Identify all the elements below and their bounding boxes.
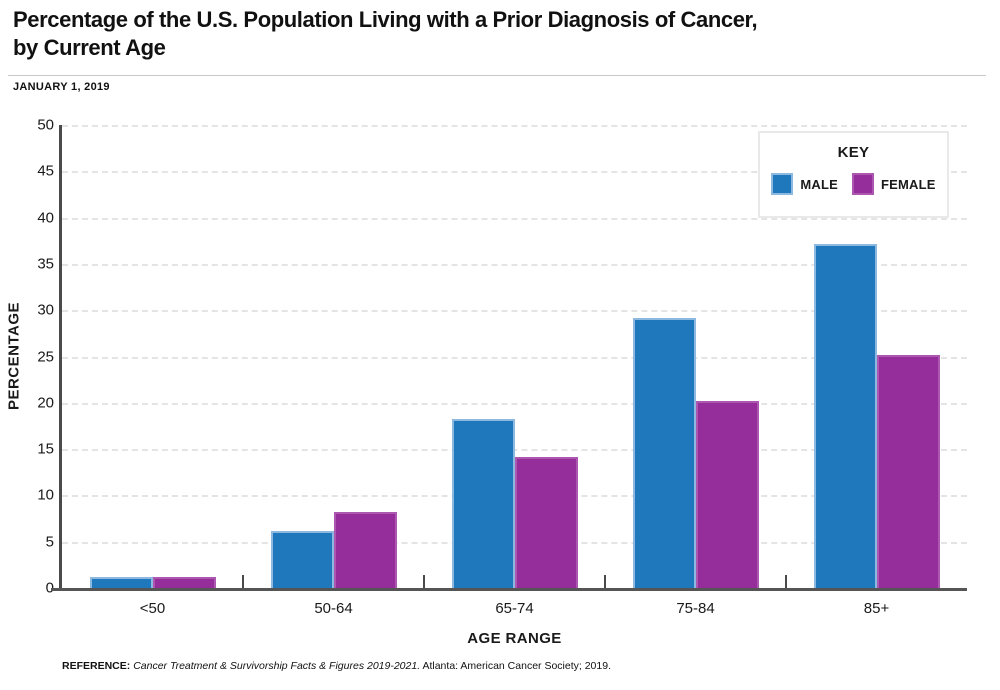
y-tick-label-30: 30 <box>37 301 54 319</box>
y-axis-line <box>59 125 62 591</box>
y-tick-label-25: 25 <box>37 348 54 365</box>
legend-item-male: MALE <box>771 173 838 195</box>
bar-female-50-64 <box>333 512 397 588</box>
chart-title-line2: by Current Age <box>13 35 166 60</box>
x-category-label-75-84: 75-84 <box>676 600 715 617</box>
chart-title: Percentage of the U.S. Population Living… <box>13 6 973 62</box>
x-axis-tick-2 <box>423 575 425 588</box>
chart-title-line1: Percentage of the U.S. Population Living… <box>13 7 758 32</box>
reference-label: REFERENCE: <box>62 660 131 672</box>
legend-box: KEY MALE FEMALE <box>758 131 949 218</box>
bar-male-<50 <box>89 576 153 588</box>
y-tick-label-40: 40 <box>37 209 54 227</box>
bar-group-85+ <box>786 125 967 588</box>
x-axis-tick-1 <box>242 575 244 588</box>
bar-male-75-84 <box>632 317 696 588</box>
y-tick-label-0: 0 <box>45 579 54 597</box>
chart-subtitle-date: JANUARY 1, 2019 <box>13 81 110 93</box>
gridline-25 <box>62 356 967 359</box>
legend-label-female: FEMALE <box>880 176 936 192</box>
x-axis-title: AGE RANGE <box>467 630 562 647</box>
y-tick-label-20: 20 <box>37 394 54 412</box>
x-category-label-<50: <50 <box>139 600 166 617</box>
x-axis-line <box>51 588 967 591</box>
gridline-15 <box>62 449 967 452</box>
y-tick-label-45: 45 <box>37 162 54 180</box>
bar-male-50-64 <box>270 530 334 588</box>
x-axis-tick-3 <box>604 575 606 588</box>
gridline-45 <box>62 171 967 174</box>
bar-female-75-84 <box>695 400 759 588</box>
legend-label-male: MALE <box>800 176 838 192</box>
bar-female-85+ <box>876 354 940 588</box>
bar-male-65-74 <box>451 419 515 588</box>
bar-group-50-64 <box>243 125 424 588</box>
legend-swatch-female <box>851 173 874 195</box>
legend-items: MALE FEMALE <box>760 173 947 195</box>
bar-group-<50 <box>62 125 243 588</box>
y-tick-label-50: 50 <box>37 116 54 134</box>
y-tick-label-5: 5 <box>45 533 54 551</box>
gridline-20 <box>62 402 967 405</box>
bar-group-65-74 <box>424 125 605 588</box>
reference-source-italic: Cancer Treatment & Survivorship Facts & … <box>133 660 421 672</box>
bar-group-75-84 <box>605 125 786 588</box>
legend-swatch-male <box>771 173 794 195</box>
y-tick-label-10: 10 <box>37 486 54 504</box>
gridline-40 <box>62 217 967 220</box>
x-axis-tick-4 <box>785 575 787 588</box>
bar-female-<50 <box>152 576 216 588</box>
plot-area: 0 5 10 15 20 25 30 35 40 45 50 <box>37 117 967 597</box>
gridline-35 <box>62 263 967 266</box>
title-divider <box>8 75 986 76</box>
gridline-50 <box>62 125 967 127</box>
legend-item-female: FEMALE <box>851 173 936 195</box>
x-category-label-50-64: 50-64 <box>314 600 353 617</box>
y-tick-label-35: 35 <box>37 255 54 273</box>
gridline-30 <box>62 310 967 313</box>
legend-title: KEY <box>837 144 870 161</box>
reference-publisher: Atlanta: American Cancer Society; 2019. <box>422 660 611 672</box>
reference-note: REFERENCE: Cancer Treatment & Survivorsh… <box>62 660 611 672</box>
x-category-label-65-74: 65-74 <box>495 600 534 617</box>
x-category-label-85+: 85+ <box>863 600 890 617</box>
bar-male-85+ <box>813 243 877 588</box>
bar-female-65-74 <box>514 456 578 588</box>
y-tick-label-15: 15 <box>37 440 54 458</box>
